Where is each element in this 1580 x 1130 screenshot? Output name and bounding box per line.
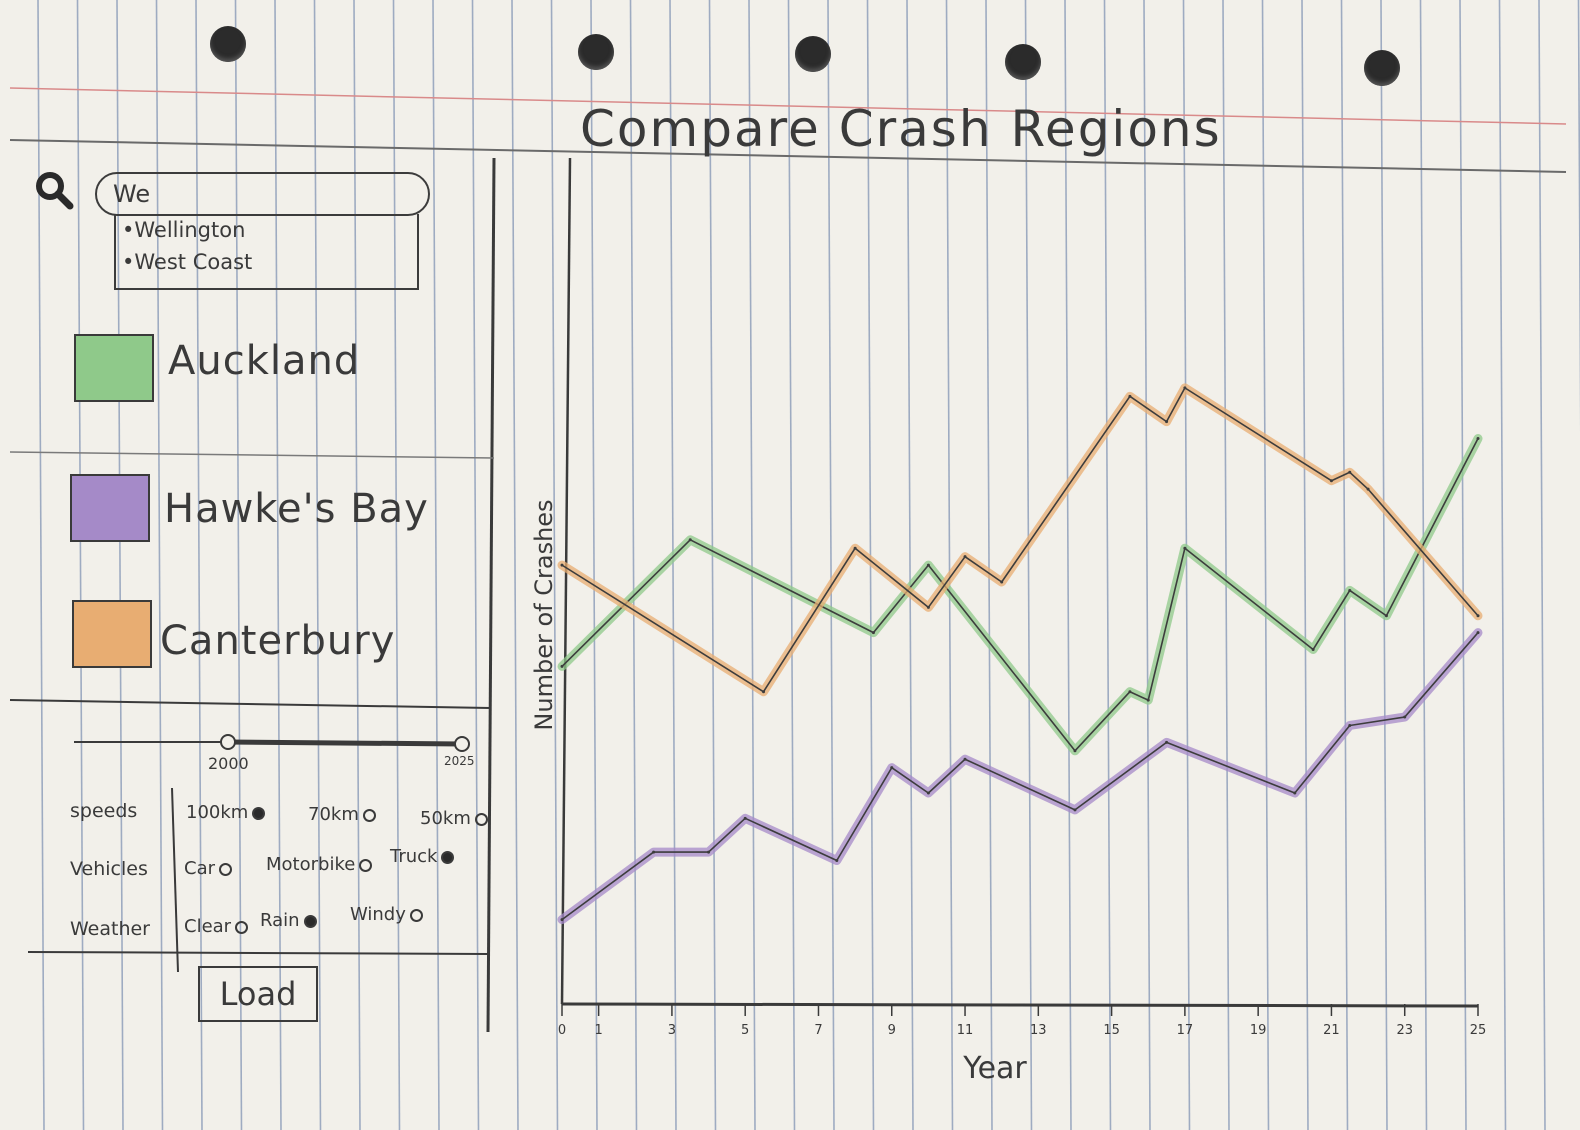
option-label: Rain [260, 910, 300, 931]
radio-motorbike[interactable] [359, 858, 373, 872]
load-button[interactable]: Load [198, 966, 318, 1022]
ruled-line [1498, 0, 1507, 1130]
ruled-line [708, 0, 717, 1130]
ruled-line [1103, 0, 1112, 1130]
ruled-line [1024, 0, 1033, 1130]
option-label: Windy [350, 904, 406, 925]
ruled-line [392, 0, 401, 1130]
radio-windy[interactable] [409, 908, 423, 922]
speed-70km-option[interactable]: 70km [308, 804, 376, 825]
ruled-line [1064, 0, 1072, 1130]
punch-hole [1005, 44, 1041, 80]
ruled-line [313, 0, 322, 1130]
slider-min-label: 2000 [208, 754, 249, 773]
punch-hole [1364, 50, 1400, 86]
search-input[interactable] [95, 172, 430, 216]
auckland-swatch [74, 334, 154, 402]
ruled-line [827, 0, 835, 1130]
vehicle-truck-option[interactable]: Truck [390, 846, 455, 867]
year-range-slider[interactable] [60, 728, 490, 768]
radio-100km[interactable] [252, 806, 266, 820]
radio-70km[interactable] [362, 808, 376, 822]
suggestion-wellington[interactable]: •Wellington [122, 218, 246, 242]
ruled-line [1182, 0, 1191, 1130]
ruled-line [669, 0, 677, 1130]
search-suggestions: •Wellington •West Coast [114, 214, 419, 290]
ruled-line [550, 0, 559, 1130]
radio-truck[interactable] [441, 850, 455, 864]
ruled-line [511, 0, 519, 1130]
weather-windy-option[interactable]: Windy [350, 904, 423, 925]
radio-50km[interactable] [474, 812, 488, 826]
option-label: Truck [390, 846, 438, 867]
sidebar-rule [27, 951, 489, 955]
ruled-line [1301, 0, 1309, 1130]
ruled-line [1261, 0, 1270, 1130]
legend-hawkes-bay[interactable]: Hawke's Bay [164, 486, 429, 532]
search-icon[interactable] [32, 168, 76, 212]
ruled-line [471, 0, 480, 1130]
weather-rain-option[interactable]: Rain [260, 910, 317, 931]
ruled-line [906, 0, 914, 1130]
punch-hole [210, 26, 246, 62]
option-label: Clear [184, 916, 232, 937]
ruled-line [1143, 0, 1151, 1130]
radio-clear[interactable] [235, 920, 249, 934]
ruled-line [629, 0, 638, 1130]
weather-label: Weather [70, 918, 150, 940]
ruled-line [76, 0, 85, 1130]
weather-clear-option[interactable]: Clear [184, 916, 249, 937]
speed-50km-option[interactable]: 50km [420, 808, 488, 829]
legend-auckland[interactable]: Auckland [168, 338, 361, 384]
ruled-line [590, 0, 598, 1130]
margin-line [9, 87, 1567, 125]
ruled-line [945, 0, 954, 1130]
hawkes-bay-swatch [70, 474, 150, 542]
speeds-label: speeds [70, 800, 138, 822]
ruled-line [1538, 0, 1546, 1130]
ruled-line [234, 0, 243, 1130]
option-label: 100km [186, 802, 249, 823]
sidebar-divider [486, 157, 496, 1033]
suggestion-west-coast[interactable]: •West Coast [122, 250, 253, 274]
ruled-line [787, 0, 796, 1130]
punch-hole [578, 34, 614, 70]
ruled-line [748, 0, 756, 1130]
option-label: Motorbike [266, 854, 356, 875]
ruled-line [866, 0, 875, 1130]
vehicle-motorbike-option[interactable]: Motorbike [266, 854, 373, 875]
ruled-line [195, 0, 203, 1130]
sidebar-rule [9, 451, 495, 459]
ruled-line [1380, 0, 1388, 1130]
slider-start-handle[interactable] [220, 734, 236, 750]
ruled-line [116, 0, 124, 1130]
option-label: 70km [308, 804, 359, 825]
speed-100km-option[interactable]: 100km [186, 802, 266, 823]
radio-car[interactable] [219, 862, 232, 876]
ruled-line [155, 0, 164, 1130]
ruled-line [432, 0, 440, 1130]
filter-divider [171, 787, 179, 973]
option-label: 50km [420, 808, 471, 829]
option-label: Car [184, 858, 215, 879]
ruled-line [1222, 0, 1230, 1130]
punch-hole [795, 36, 831, 72]
vehicle-car-option[interactable]: Car [184, 858, 232, 879]
ruled-line [274, 0, 282, 1130]
canterbury-swatch [72, 600, 152, 668]
ruled-line [353, 0, 361, 1130]
legend-canterbury[interactable]: Canterbury [160, 618, 396, 664]
slider-end-handle[interactable] [454, 736, 470, 752]
ruled-line [985, 0, 993, 1130]
vehicles-label: Vehicles [70, 858, 148, 880]
radio-rain[interactable] [303, 914, 317, 928]
page-title: Compare Crash Regions [580, 100, 1222, 158]
ruled-line [1340, 0, 1349, 1130]
header-divider [9, 139, 1567, 173]
sidebar-rule [9, 699, 491, 709]
slider-max-label: 2025 [444, 754, 475, 768]
